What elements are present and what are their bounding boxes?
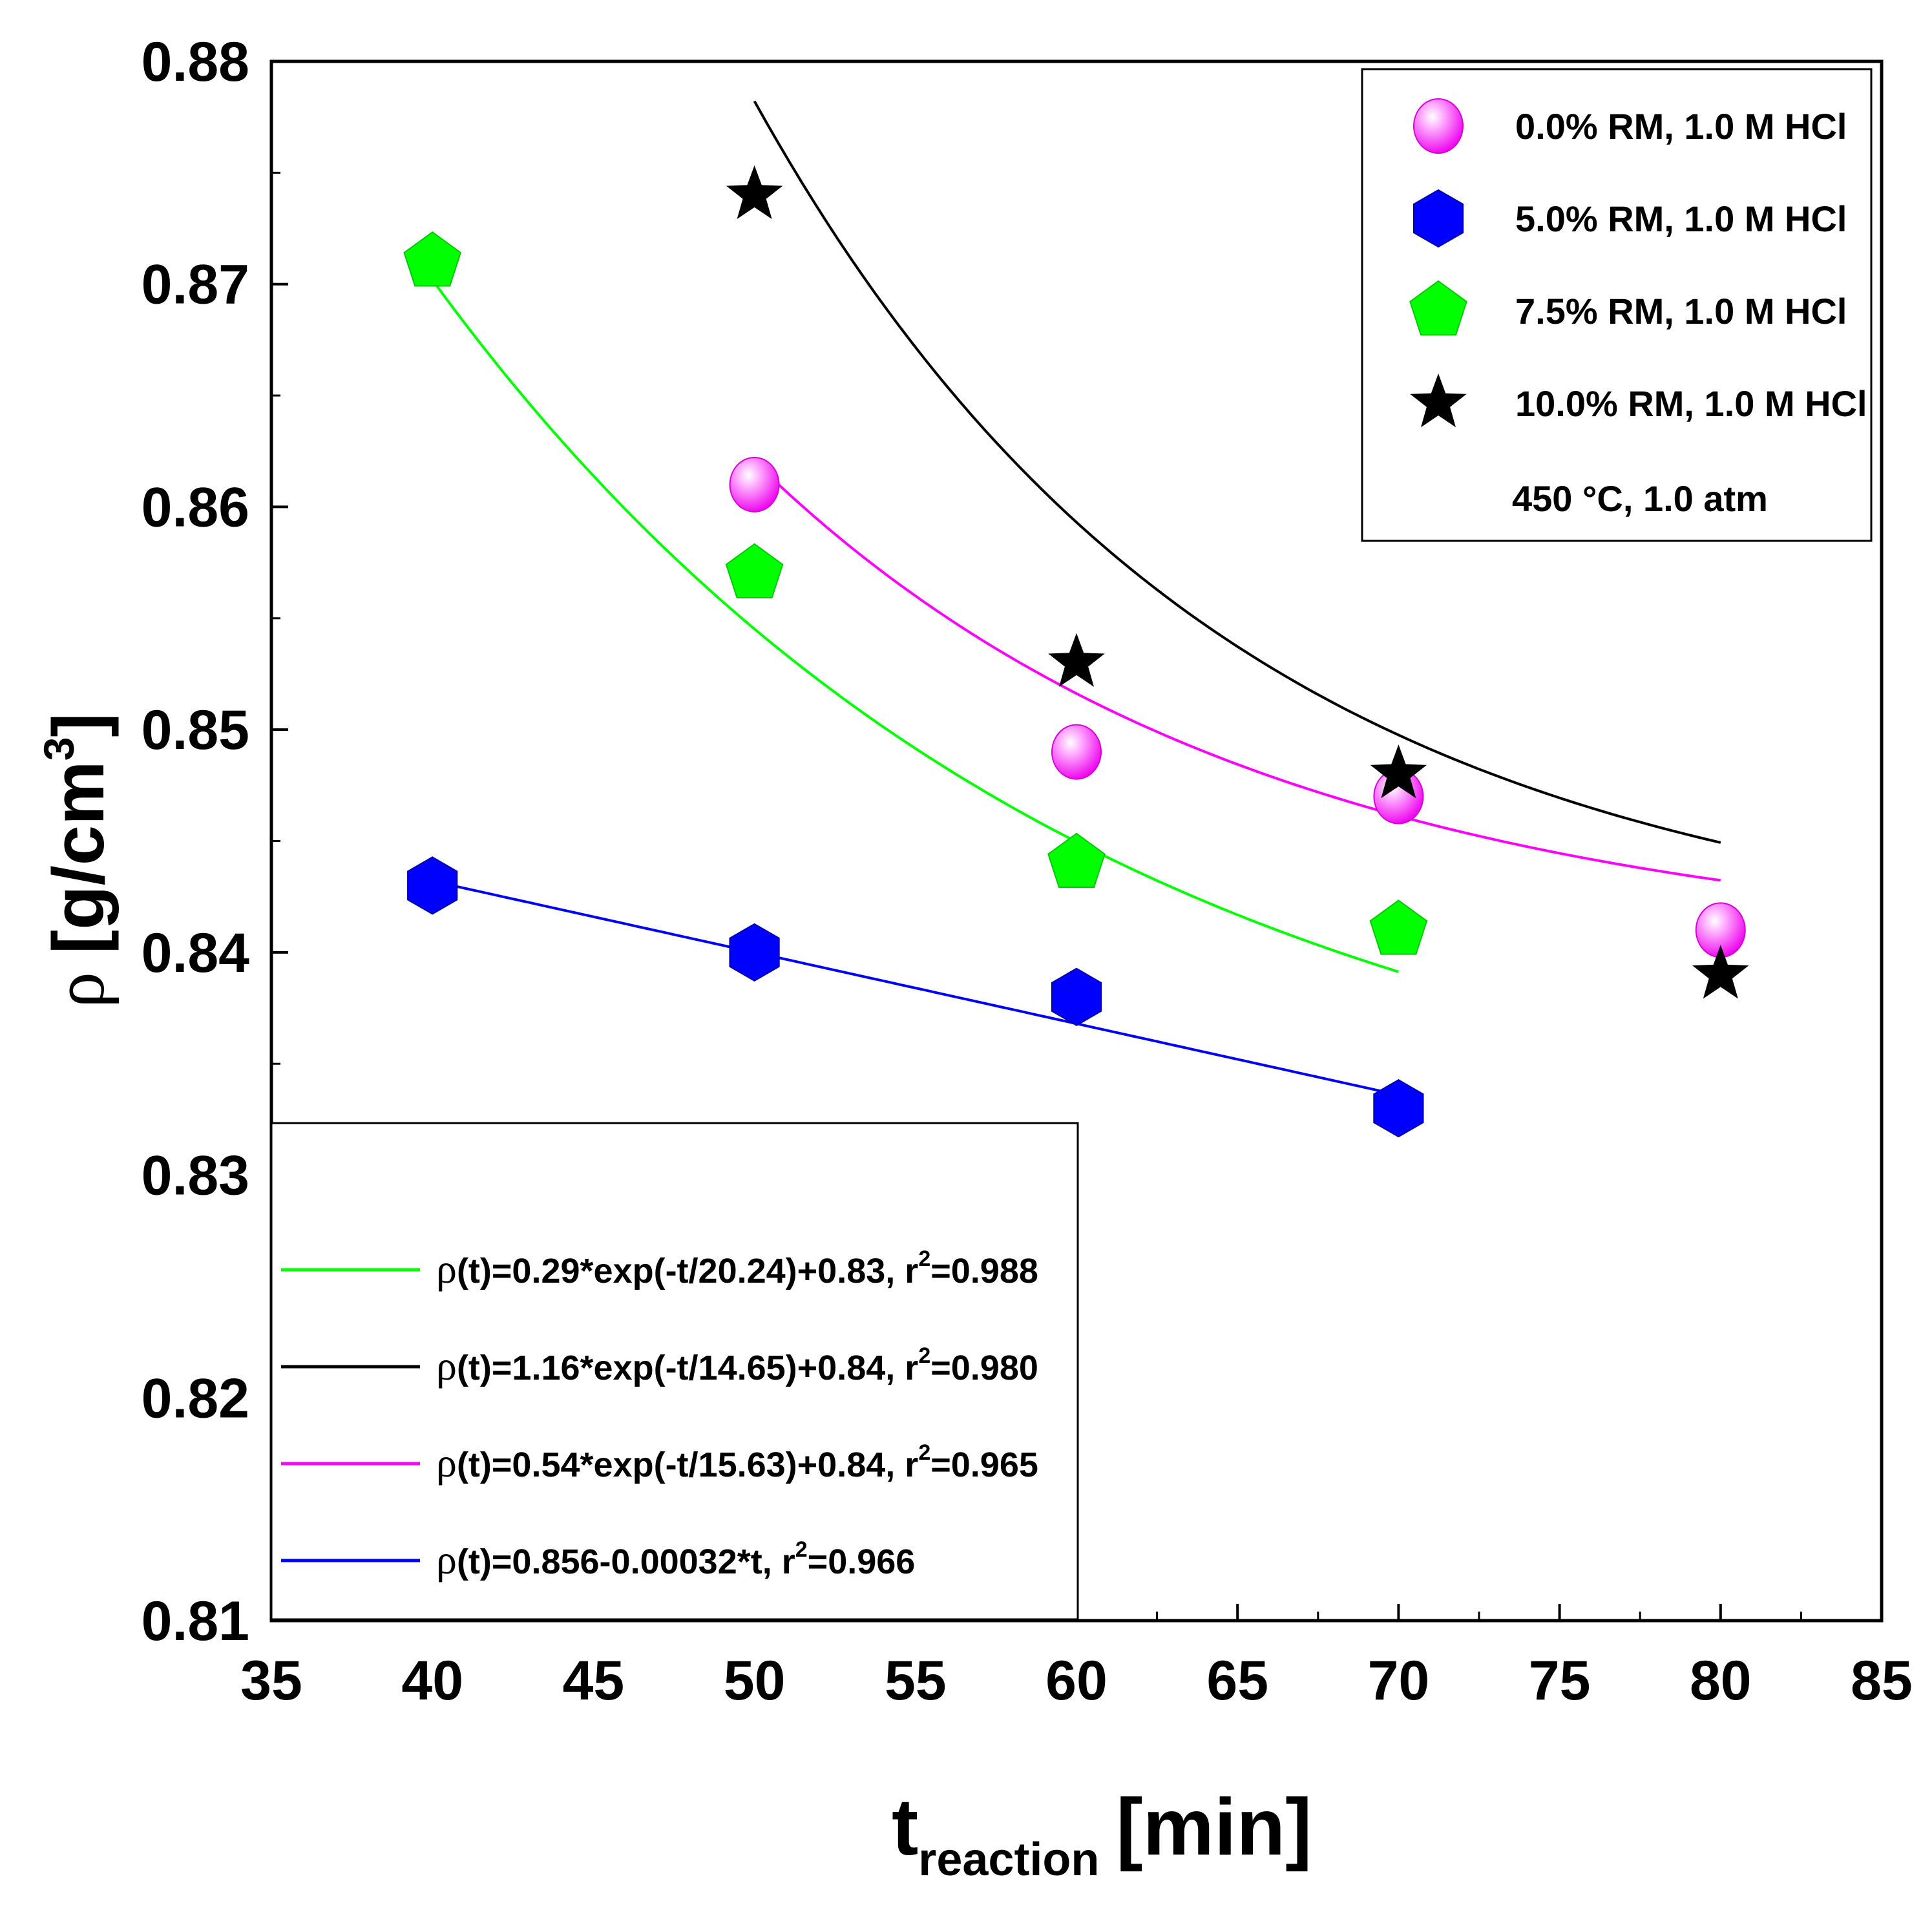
fit-curves — [431, 100, 1721, 1097]
x-axis-title-sub: reaction — [918, 1834, 1099, 1886]
fit-legend-box — [270, 1122, 1079, 1621]
y-axis-title: ρ [g/cm3] — [35, 713, 120, 1008]
fit-curve — [432, 879, 1399, 1097]
data-markers — [403, 165, 1749, 1138]
data-point-hexagon — [407, 856, 458, 915]
x-tick-label: 45 — [563, 1650, 625, 1712]
y-axis-title-unit: [g/cm — [38, 761, 119, 954]
y-axis-title-sup: 3 — [35, 737, 83, 761]
legend-label: 7.5% RM, 1.0 M HCl — [1515, 291, 1847, 331]
x-tick-labels: 35 40 45 50 55 60 65 70 75 80 85 — [240, 1650, 1913, 1712]
legend-marker-sphere — [1413, 98, 1464, 154]
x-tick-label: 75 — [1529, 1650, 1591, 1712]
data-point-pentagon — [403, 231, 462, 287]
data-point-sphere — [1051, 724, 1102, 780]
x-tick-label: 35 — [240, 1650, 302, 1712]
legend-marker-pentagon — [1409, 280, 1467, 336]
x-tick-label: 55 — [885, 1650, 947, 1712]
legend-marker-hexagon — [1412, 189, 1464, 248]
data-point-star — [726, 165, 783, 220]
data-point-sphere — [729, 456, 780, 512]
y-tick-label: 0.82 — [142, 1367, 249, 1429]
data-point-hexagon — [1051, 967, 1102, 1026]
y-tick-labels: 0.81 0.82 0.83 0.84 0.85 0.86 0.87 0.88 — [142, 31, 250, 1652]
x-axis-title-main: t — [892, 1783, 918, 1872]
fit-curve — [431, 279, 1400, 973]
y-tick-label: 0.88 — [142, 31, 249, 93]
conditions-note: 450 °C, 1.0 atm — [1512, 478, 1768, 519]
fit-curve — [753, 460, 1721, 882]
x-tick-label: 70 — [1368, 1650, 1430, 1712]
fit-legend-label: ρ(t)=0.856-0.00032*t, r2=0.966 — [436, 1537, 915, 1583]
x-tick-label: 40 — [401, 1650, 463, 1712]
y-tick-label: 0.85 — [142, 699, 249, 761]
legend-label: 0.0% RM, 1.0 M HCl — [1515, 106, 1847, 147]
x-axis-title-unit: [min] — [1116, 1783, 1312, 1872]
y-tick-label: 0.81 — [142, 1590, 249, 1652]
y-axis-title-symbol: ρ — [39, 972, 120, 1008]
data-point-star — [1692, 945, 1749, 999]
x-tick-label: 65 — [1206, 1650, 1268, 1712]
y-tick-label: 0.84 — [142, 922, 250, 984]
data-point-hexagon — [729, 923, 780, 982]
fit-legend-label: ρ(t)=0.29*exp(-t/20.24)+0.83, r2=0.988 — [436, 1246, 1038, 1292]
data-point-star — [1370, 744, 1427, 799]
data-point-hexagon — [1373, 1079, 1424, 1138]
fit-legend: ρ(t)=0.29*exp(-t/20.24)+0.83, r2=0.988 ρ(… — [270, 1122, 1079, 1621]
data-point-pentagon — [725, 543, 784, 599]
x-axis-title: treaction [min] — [892, 1783, 1312, 1886]
x-tick-label: 80 — [1690, 1650, 1752, 1712]
legend-label: 10.0% RM, 1.0 M HCl — [1515, 383, 1867, 424]
series-legend: 0.0% RM, 1.0 M HCl 5.0% RM, 1.0 M HCl 7.5%… — [1361, 68, 1873, 542]
y-tick-label: 0.83 — [142, 1145, 249, 1207]
x-tick-label: 60 — [1045, 1650, 1108, 1712]
fit-legend-label: ρ(t)=0.54*exp(-t/15.63)+0.84, r2=0.965 — [436, 1440, 1038, 1486]
x-tick-label: 50 — [724, 1650, 786, 1712]
legend-label: 5.0% RM, 1.0 M HCl — [1515, 198, 1847, 239]
data-point-star — [1048, 633, 1105, 687]
data-point-pentagon — [1047, 832, 1106, 889]
y-tick-label: 0.87 — [142, 254, 249, 316]
y-tick-label: 0.86 — [142, 476, 249, 538]
y-axis-title-close: ] — [38, 713, 119, 737]
legend-marker-star — [1410, 373, 1467, 428]
data-point-pentagon — [1369, 899, 1428, 955]
x-tick-label: 85 — [1851, 1650, 1913, 1712]
fit-legend-label: ρ(t)=1.16*exp(-t/14.65)+0.84, r2=0.980 — [436, 1343, 1038, 1389]
fit-curve — [753, 100, 1721, 844]
